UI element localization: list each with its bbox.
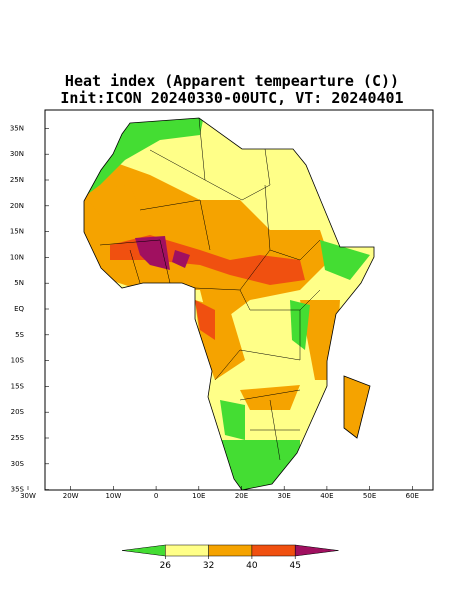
lon-label: 10E [192, 492, 205, 500]
colorbar-end [294, 544, 339, 557]
heat-zone [172, 250, 190, 268]
lat-label: 20N [10, 202, 24, 210]
lat-label: 5N [14, 279, 24, 287]
lat-label: 10N [10, 253, 24, 261]
lat-label: 30S [11, 460, 25, 468]
colorbar-box [165, 544, 209, 557]
colorbar-label: 32 [203, 561, 214, 571]
lat-label: 10S [11, 357, 25, 365]
borders [99, 117, 321, 461]
lat-label: 25S [11, 434, 25, 442]
lat-label: 35N [10, 124, 24, 132]
colorbar-box [251, 544, 296, 557]
colorbar: 26 32 40 45 [121, 544, 339, 571]
lon-label: 10W [105, 492, 121, 500]
lat-label: 35S [11, 486, 25, 494]
colorbar-end [121, 544, 166, 557]
lon-label: 30W [20, 492, 36, 500]
colorbar-label: 45 [289, 561, 300, 571]
lon-label: 40E [320, 492, 333, 500]
lat-label: 30N [10, 150, 24, 158]
lon-label: 50E [363, 492, 376, 500]
colorbar-label: 40 [246, 561, 258, 571]
lat-label: 15N [10, 228, 24, 236]
lon-label: 20E [235, 492, 248, 500]
lon-label: 20W [63, 492, 79, 500]
heat-zone [240, 385, 300, 410]
madagascar [343, 375, 371, 439]
colorbar-label: 26 [160, 561, 172, 571]
heat-zone [195, 300, 215, 340]
lon-label: 0 [154, 492, 158, 500]
lon-label: 30E [278, 492, 291, 500]
title-line: Heat index (Apparent tempearture (C)) [65, 72, 399, 90]
title-line: Init:ICON 20240330-00UTC, VT: 20240401 [60, 89, 403, 107]
colorbar-box [208, 544, 253, 557]
lon-label: 60E [406, 492, 419, 500]
lat-label: 5S [15, 331, 24, 339]
lat-label: 20S [11, 408, 25, 416]
heat-zone [84, 185, 140, 215]
lat-label: 25N [10, 176, 24, 184]
lat-label: 15S [11, 382, 25, 390]
heat-zone [320, 240, 370, 280]
lat-label: EQ [14, 305, 24, 313]
heat-zone [220, 400, 245, 440]
